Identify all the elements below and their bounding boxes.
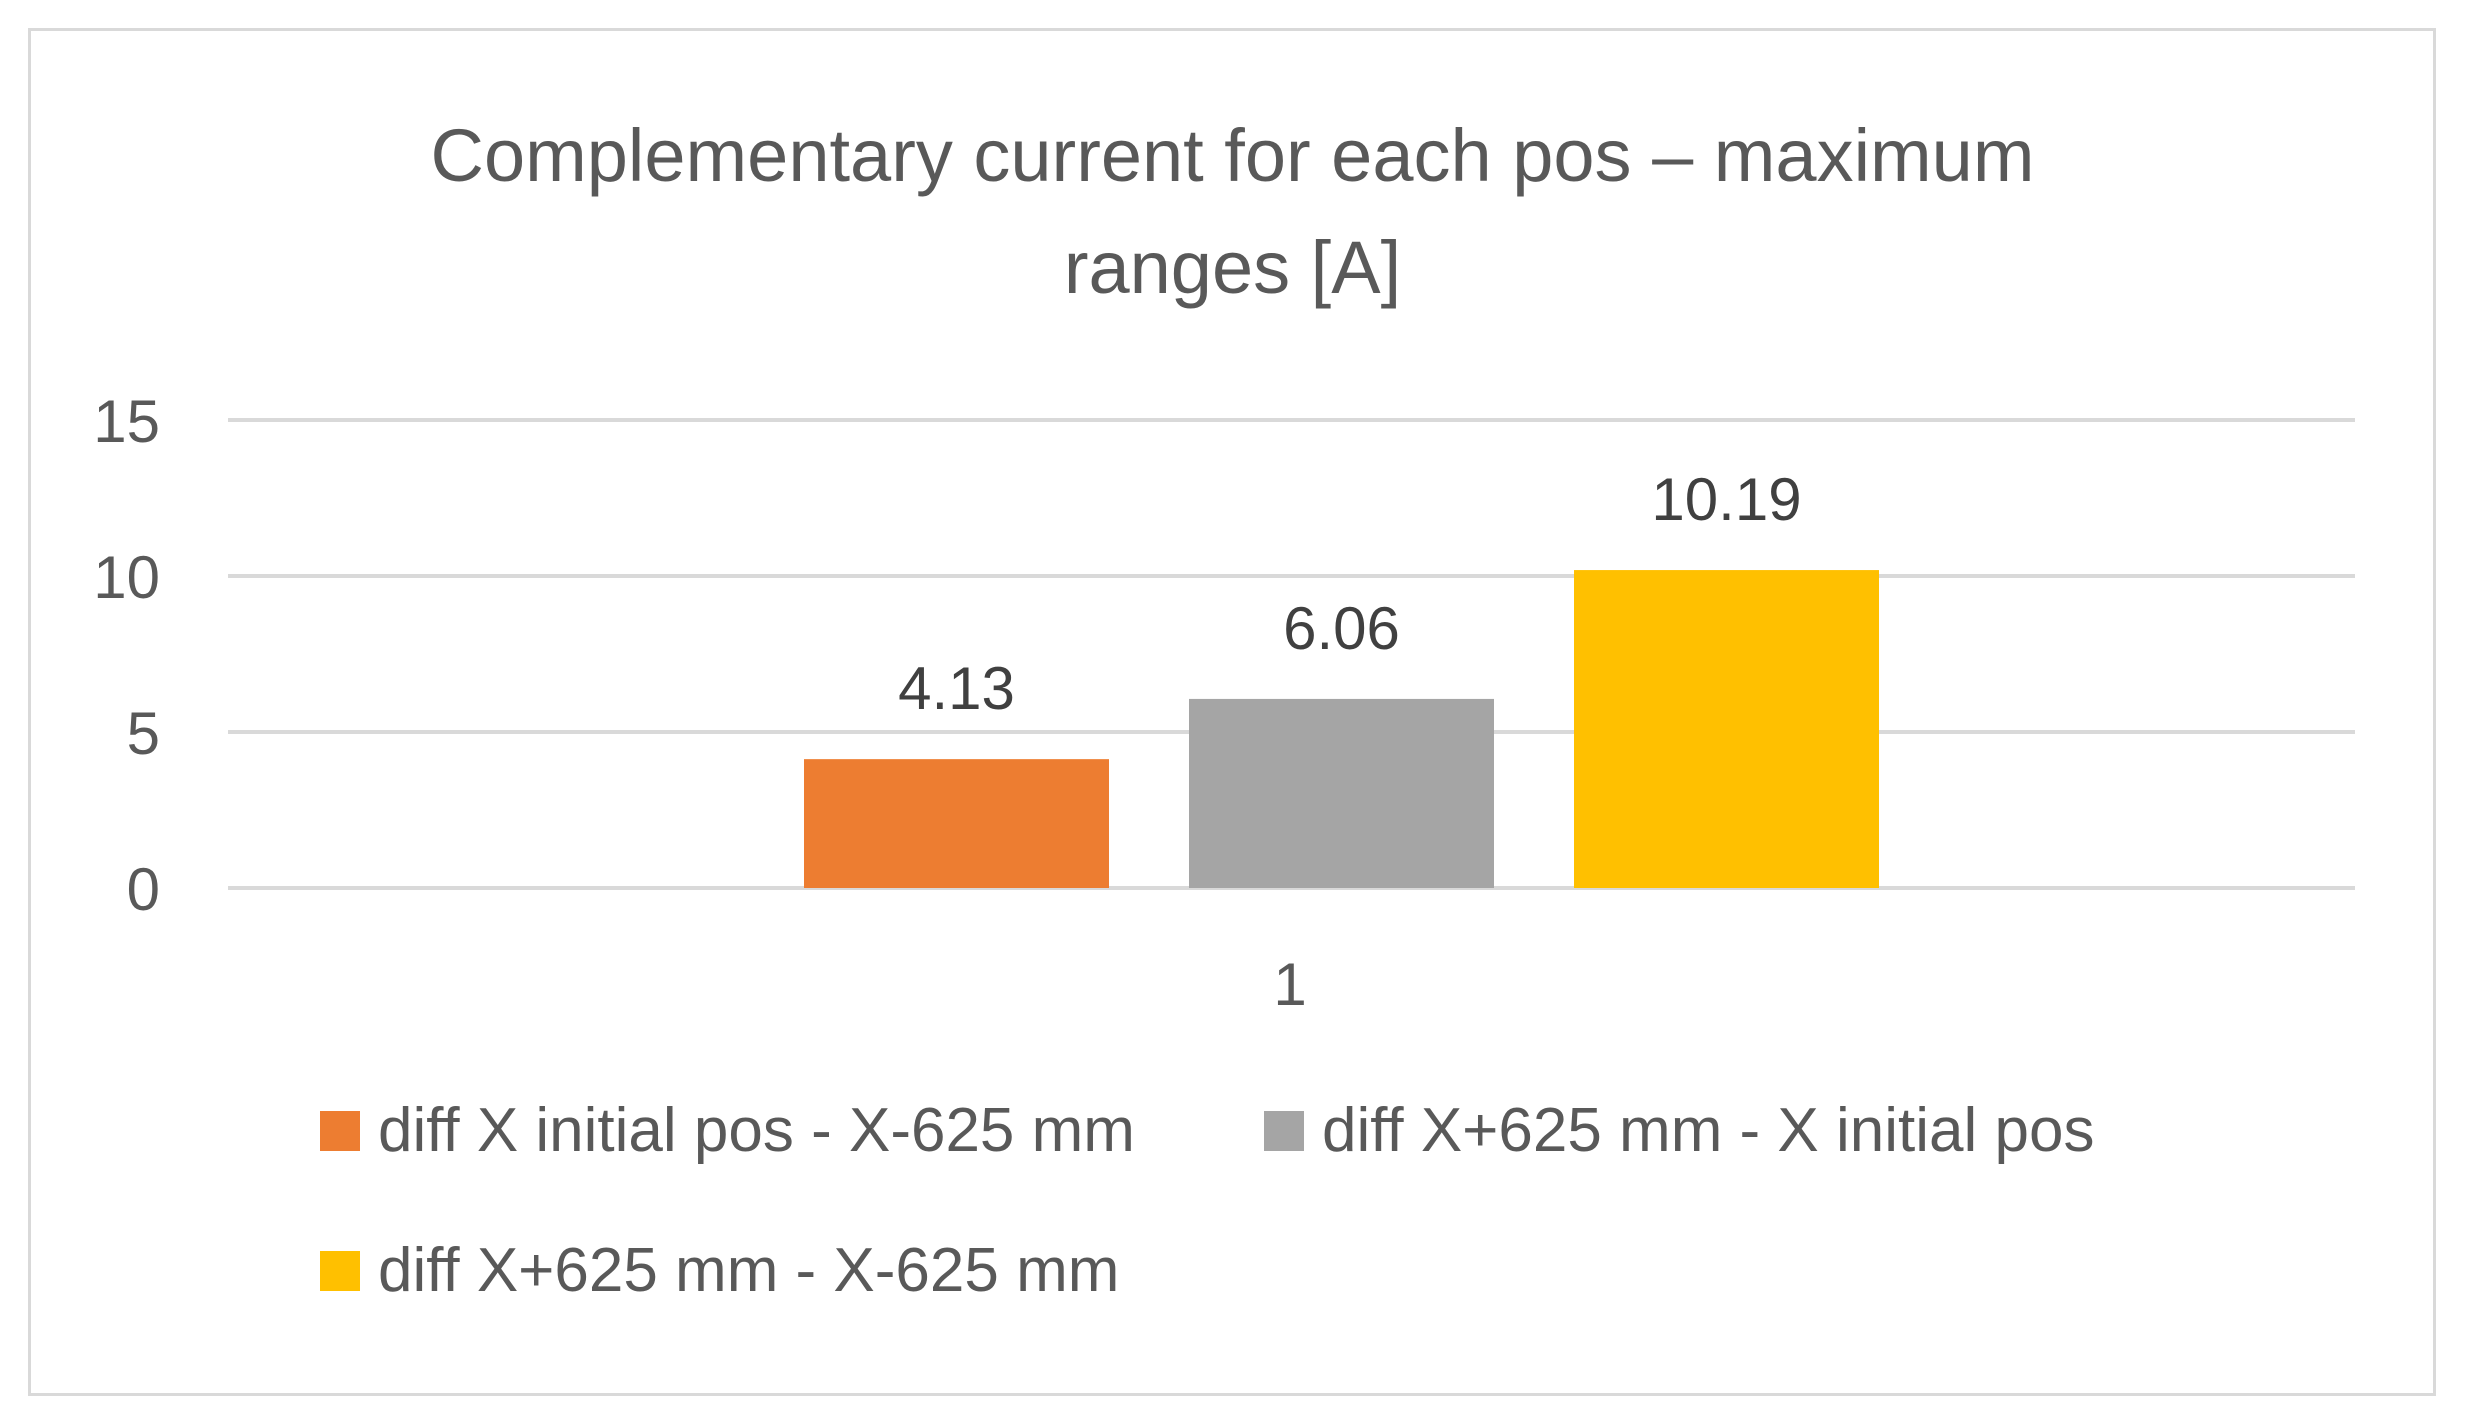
chart-title-line-1: Complementary current for each pos – max… — [430, 114, 2035, 197]
bar-series-1 — [804, 759, 1109, 888]
legend-swatch-2 — [1264, 1110, 1304, 1151]
legend-item-3: diff X+625 mm - X-625 mm — [320, 1235, 1119, 1306]
y-tick-label-0: 0 — [127, 856, 160, 923]
legend-label-2: diff X+625 mm - X initial pos — [1322, 1096, 2095, 1165]
chart-title-line-2: ranges [A] — [1063, 226, 1402, 309]
y-tick-label-10: 10 — [93, 544, 160, 611]
data-label-series-2: 6.06 — [1283, 595, 1400, 662]
legend-item-2: diff X+625 mm - X initial pos — [1264, 1095, 2095, 1166]
chart-title: Complementary current for each pos – max… — [0, 100, 2465, 324]
legend-swatch-1 — [320, 1110, 360, 1151]
legend-label-3: diff X+625 mm - X-625 mm — [378, 1236, 1120, 1305]
bar-series-2 — [1189, 698, 1494, 888]
x-tick-label-1: 1 — [1273, 951, 1306, 1018]
y-tick-label-15: 15 — [93, 388, 160, 455]
bar-series-3 — [1574, 570, 1879, 888]
legend-item-1: diff X initial pos - X-625 mm — [320, 1095, 1135, 1166]
legend-label-1: diff X initial pos - X-625 mm — [378, 1096, 1135, 1165]
legend-swatch-3 — [320, 1250, 360, 1291]
data-label-series-1: 4.13 — [898, 655, 1015, 722]
data-label-series-3: 10.19 — [1651, 466, 1801, 533]
y-tick-label-5: 5 — [127, 700, 160, 767]
